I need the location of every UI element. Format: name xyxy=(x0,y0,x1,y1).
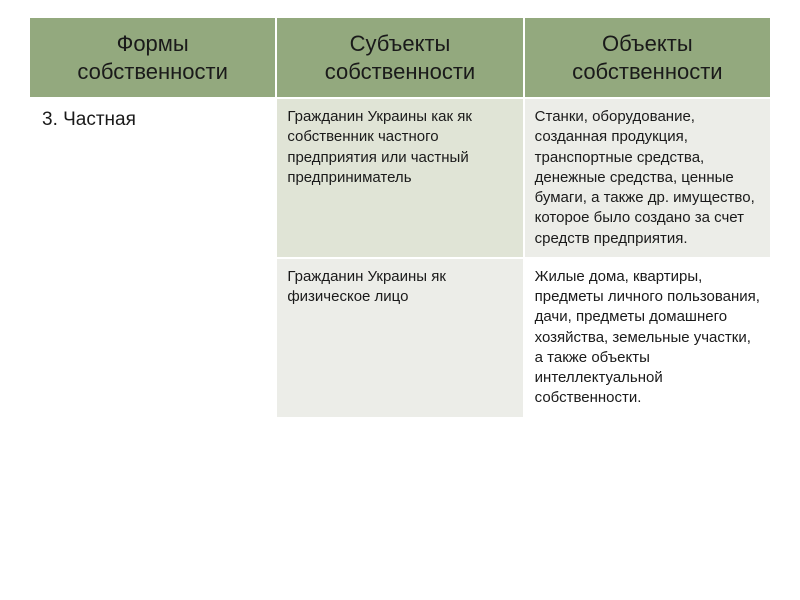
objects-cell-1: Станки, оборудование, созданная продукци… xyxy=(524,98,771,258)
subjects-cell-2: Гражданин Украины як физическое лицо xyxy=(276,258,523,418)
col-header-forms: Формы собственности xyxy=(29,17,276,98)
col-header-objects: Объекты собственности xyxy=(524,17,771,98)
col-header-subjects: Субъекты собственности xyxy=(276,17,523,98)
objects-cell-2: Жилые дома, квартиры, предметы личного п… xyxy=(524,258,771,418)
subjects-cell-1: Гражданин Украины как як собственник час… xyxy=(276,98,523,258)
forms-cell-cont xyxy=(29,258,276,418)
data-row-2: Гражданин Украины як физическое лицо Жил… xyxy=(29,258,771,418)
forms-cell: 3. Частная xyxy=(29,98,276,258)
data-row-1: 3. Частная Гражданин Украины как як собс… xyxy=(29,98,771,258)
header-row: Формы собственности Субъекты собственнос… xyxy=(29,17,771,98)
property-table: Формы собственности Субъекты собственнос… xyxy=(28,16,772,419)
